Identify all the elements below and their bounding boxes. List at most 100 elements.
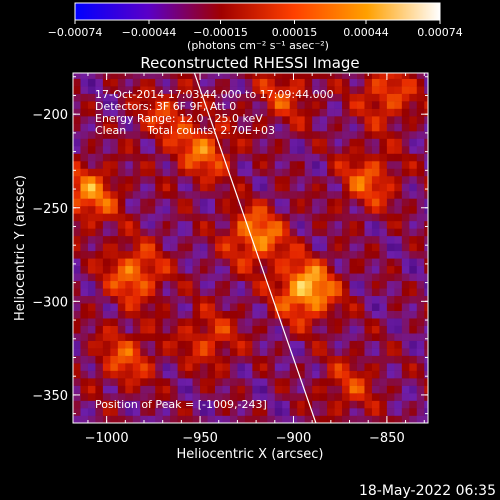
heatmap-cell — [117, 378, 126, 386]
heatmap-cell — [364, 123, 373, 132]
heatmap-cell — [282, 303, 291, 312]
heatmap-cell — [282, 325, 291, 334]
heatmap-cell — [297, 318, 305, 326]
heatmap-cell — [409, 205, 418, 214]
heatmap-cell — [371, 213, 380, 222]
heatmap-cell — [237, 415, 246, 423]
heatmap-cell — [95, 116, 104, 124]
heatmap-cell — [162, 198, 171, 207]
heatmap-cell — [327, 93, 335, 102]
heatmap-cell — [229, 93, 238, 102]
heatmap-cell — [379, 228, 388, 237]
heatmap-cell — [282, 280, 291, 289]
heatmap-cell — [125, 108, 134, 117]
heatmap-cell — [222, 333, 231, 341]
heatmap-cell — [200, 273, 208, 282]
heatmap-cell — [282, 378, 291, 386]
heatmap-cell — [215, 280, 223, 289]
heatmap-cell — [386, 160, 395, 169]
heatmap-cell — [342, 198, 350, 207]
heatmap-cell — [147, 175, 156, 184]
heatmap-cell — [312, 108, 320, 117]
heatmap-cell — [297, 175, 305, 184]
heatmap-cell — [282, 295, 291, 304]
heatmap-cell — [244, 243, 253, 252]
heatmap-cell — [252, 378, 261, 386]
heatmap-cell — [357, 145, 365, 154]
heatmap-cell — [244, 153, 253, 162]
heatmap-cell — [297, 340, 305, 349]
heatmap-cell — [289, 220, 298, 229]
heatmap-cell — [379, 145, 388, 154]
heatmap-cell — [371, 168, 380, 177]
heatmap-cell — [73, 273, 81, 282]
heatmap-cell — [364, 116, 373, 124]
heatmap-cell — [319, 108, 328, 117]
heatmap-cell — [73, 340, 81, 349]
heatmap-cell — [132, 393, 141, 401]
heatmap-cell — [386, 295, 395, 304]
heatmap-cell — [282, 175, 291, 184]
heatmap-cell — [192, 280, 201, 289]
heatmap-cell — [87, 220, 96, 229]
heatmap-cell — [102, 378, 111, 386]
heatmap-cell — [170, 250, 178, 259]
heatmap-cell — [200, 303, 208, 312]
heatmap-cell — [95, 333, 104, 341]
heatmap-cell — [297, 138, 305, 147]
heatmap-cell — [371, 205, 380, 214]
heatmap-cell — [349, 310, 358, 319]
heatmap-cell — [357, 318, 365, 326]
heatmap-cell — [282, 116, 291, 124]
heatmap-cell — [364, 86, 373, 94]
heatmap-cell — [140, 205, 149, 214]
heatmap-cell — [207, 363, 216, 371]
heatmap-cell — [379, 393, 388, 401]
heatmap-cell — [229, 73, 238, 79]
heatmap-cell — [80, 370, 89, 379]
heatmap-cell — [87, 265, 96, 274]
heatmap-cell — [155, 288, 163, 297]
heatmap-cell — [357, 175, 365, 184]
heatmap-cell — [162, 235, 171, 244]
heatmap-cell — [185, 280, 193, 289]
heatmap-cell — [424, 93, 428, 102]
heatmap-cell — [289, 168, 298, 177]
heatmap-cell — [259, 235, 268, 244]
heatmap-cell — [327, 310, 335, 319]
heatmap-cell — [267, 250, 276, 259]
heatmap-cell — [259, 205, 268, 214]
heatmap-cell — [289, 295, 298, 304]
heatmap-cell — [95, 265, 104, 274]
heatmap-cell — [364, 400, 373, 409]
heatmap-cell — [95, 393, 104, 401]
heatmap-cell — [334, 348, 343, 356]
heatmap-cell — [401, 205, 410, 214]
heatmap-cell — [364, 145, 373, 154]
heatmap-cell — [274, 385, 283, 394]
heatmap-cell — [312, 333, 320, 341]
heatmap-cell — [364, 153, 373, 162]
heatmap-cell — [177, 265, 186, 274]
heatmap-cell — [424, 265, 428, 274]
heatmap-cell — [102, 355, 111, 364]
heatmap-cell — [342, 355, 350, 364]
heatmap-cell — [304, 393, 313, 401]
heatmap-cell — [192, 78, 201, 87]
heatmap-cell — [170, 243, 178, 252]
heatmap-cell — [110, 160, 119, 169]
heatmap-cell — [200, 73, 208, 79]
heatmap-cell — [379, 160, 388, 169]
heatmap-cell — [357, 183, 365, 192]
heatmap-cell — [237, 318, 246, 326]
heatmap-cell — [200, 370, 208, 379]
heatmap-cell — [349, 355, 358, 364]
heatmap-cell — [215, 318, 223, 326]
heatmap-cell — [185, 213, 193, 222]
heatmap-cell — [244, 370, 253, 379]
heatmap-cell — [177, 378, 186, 386]
heatmap-cell — [304, 415, 313, 423]
heatmap-cell — [147, 205, 156, 214]
heatmap-cell — [110, 153, 119, 162]
y-tick-label: −350 — [32, 389, 68, 404]
